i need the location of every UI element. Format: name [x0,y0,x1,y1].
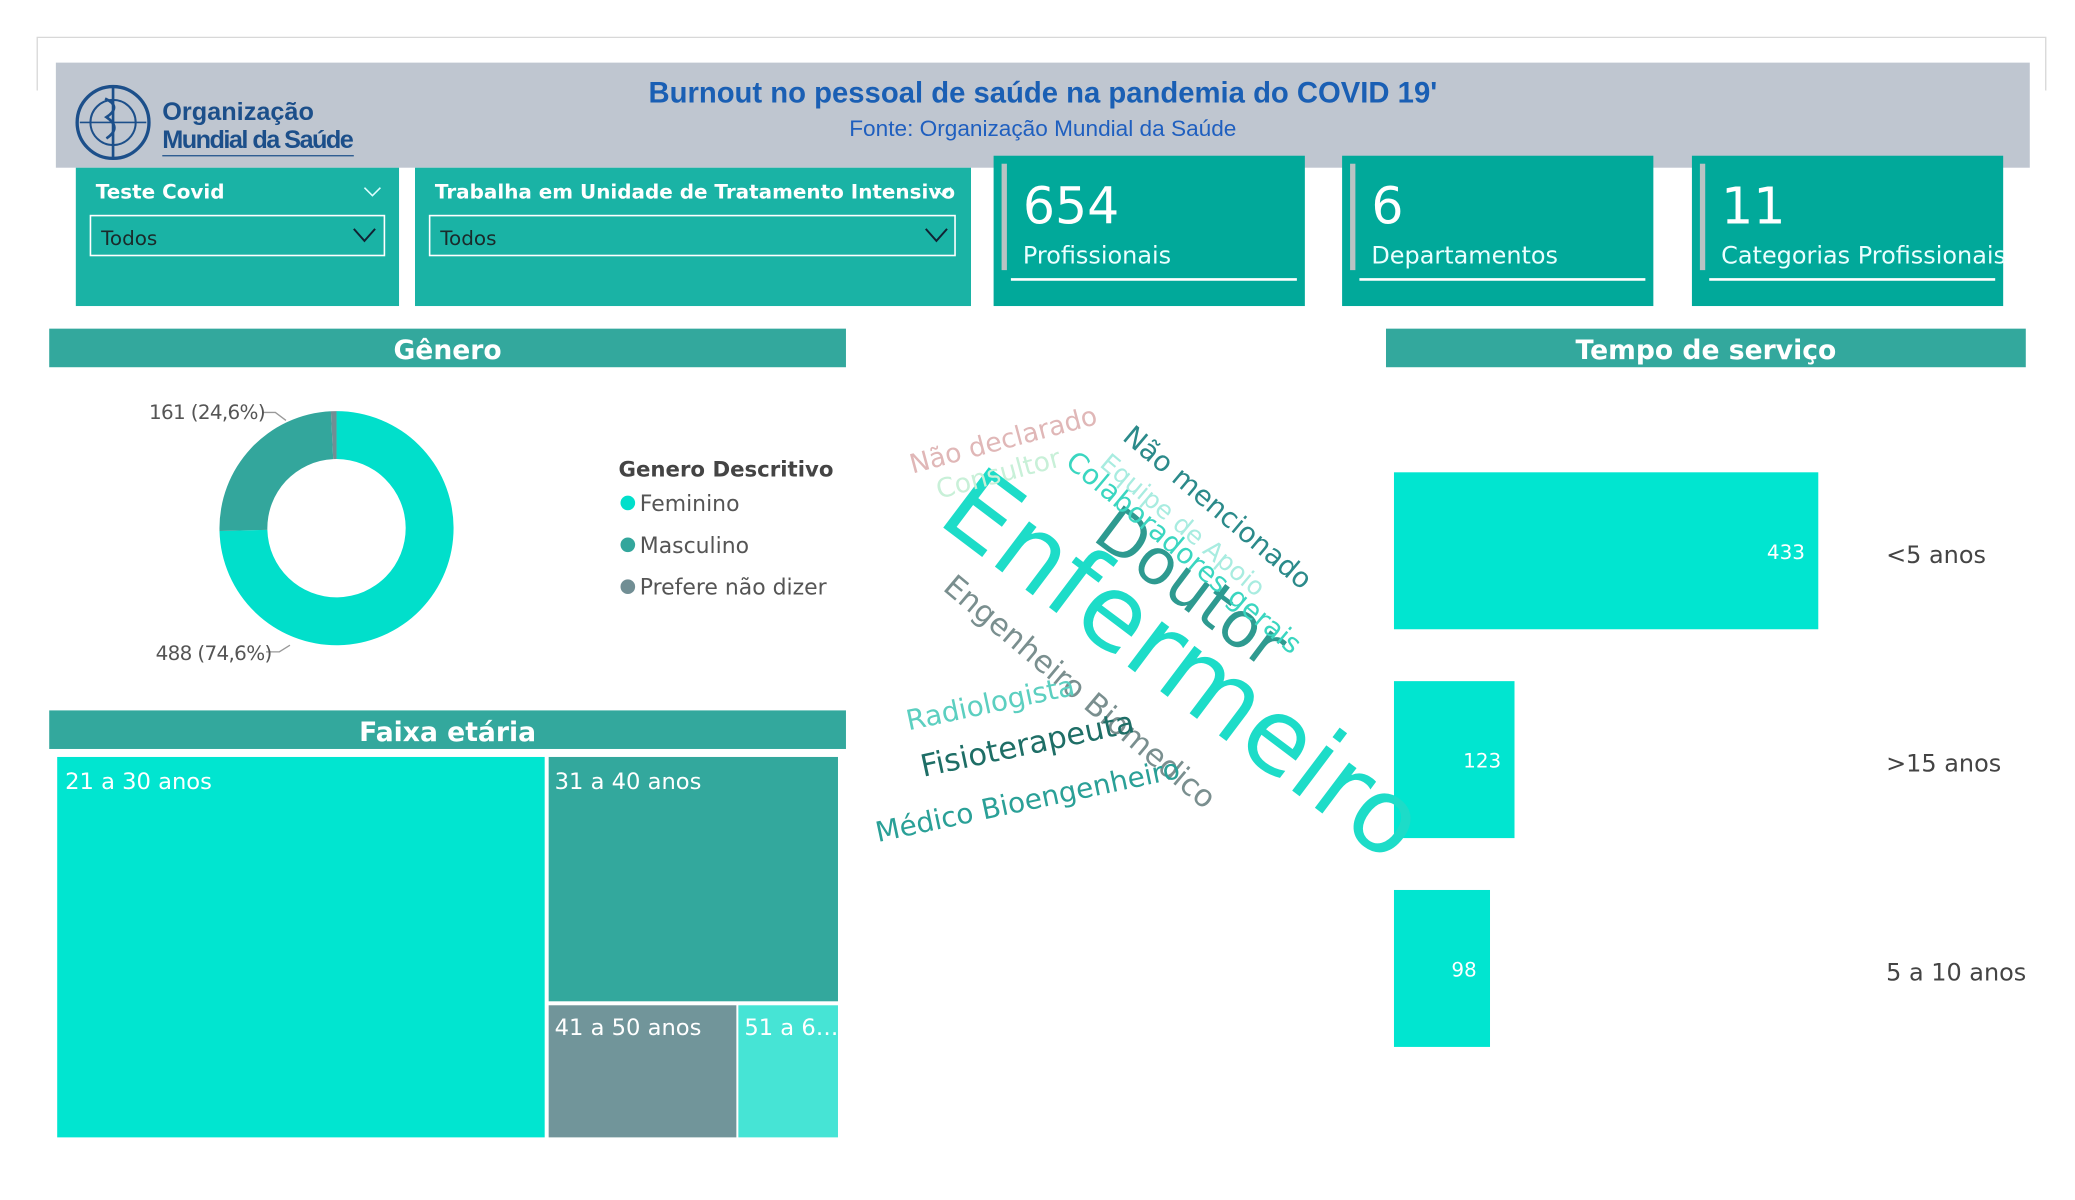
card-label: Departamentos [1371,241,1558,269]
category-label: 5 a 10 anos [1886,958,2026,986]
legend-swatch [620,537,636,553]
pie-slice [219,411,334,531]
treemap-label: 31 a 40 anos [555,769,702,795]
legend-title: Genero Descritivo [619,457,834,482]
filter-label: Teste Covid [96,179,225,203]
treemap-label: 51 a 6… [744,1015,838,1041]
pie-slice [219,411,454,646]
section-header [1385,328,2026,368]
treemap-label: 21 a 30 anos [65,769,212,795]
card [993,155,1305,307]
bar [1393,681,1515,839]
data-label: 433 [1767,540,1805,564]
legend-label: Prefere não dizer [640,576,828,601]
data-label: 98 [1451,957,1476,981]
treemap-tile [548,756,838,1002]
pie-slice [330,411,337,460]
card-value: 11 [1721,177,1785,236]
subtitle: Fonte: Organização Mundial da Saúde [849,116,1236,141]
category-label: <5 anos [1886,541,1986,569]
section-title: Faixa etária [359,717,536,748]
bar [1393,472,1819,630]
filter[interactable] [415,167,971,307]
bar [1393,889,1491,1047]
data-label: 161 (24,6%) [149,400,265,424]
logo-text: Mundial da Saúde [162,126,354,154]
logo [75,84,354,161]
legend-swatch [620,579,636,595]
logo-text: Organização [162,98,314,126]
category-label: >15 anos [1886,750,2001,778]
treemap-label: 41 a 50 anos [555,1015,702,1041]
treemap-tile [738,1005,838,1138]
title: Burnout no pessoal de saúde na pandemia … [648,78,1437,110]
legend-label: Masculino [640,534,749,559]
card-label: Categorias Profissionais [1721,241,2006,269]
filter-value[interactable]: Todos [100,226,157,250]
section-header [49,328,846,368]
treemap-tile [57,756,545,1138]
treemap-tile [548,1005,737,1138]
legend-swatch [620,495,636,511]
legend-label: Feminino [640,492,740,517]
filter-label: Trabalha em Unidade de Tratamento Intens… [435,179,955,203]
card-value: 6 [1371,177,1403,236]
data-label: 488 (74,6%) [156,641,272,665]
frame [36,36,2047,91]
word: Médico Bioengenheiro [872,752,1182,849]
filter-value[interactable]: Todos [439,226,496,250]
leader-line [262,411,287,421]
card-label: Profissionais [1023,241,1171,269]
section-header [49,710,846,749]
card-accent [1001,163,1007,271]
card [1691,155,2004,307]
leader-line [266,644,291,653]
card [1342,155,1654,307]
card-accent [1350,163,1356,271]
card-value: 654 [1023,177,1119,236]
header-band [55,62,2030,168]
section-title: Tempo de serviço [1576,335,1837,366]
card-accent [1699,163,1706,271]
section-title: Gênero [393,335,501,366]
data-label: 123 [1463,749,1501,773]
filter[interactable] [75,167,400,307]
